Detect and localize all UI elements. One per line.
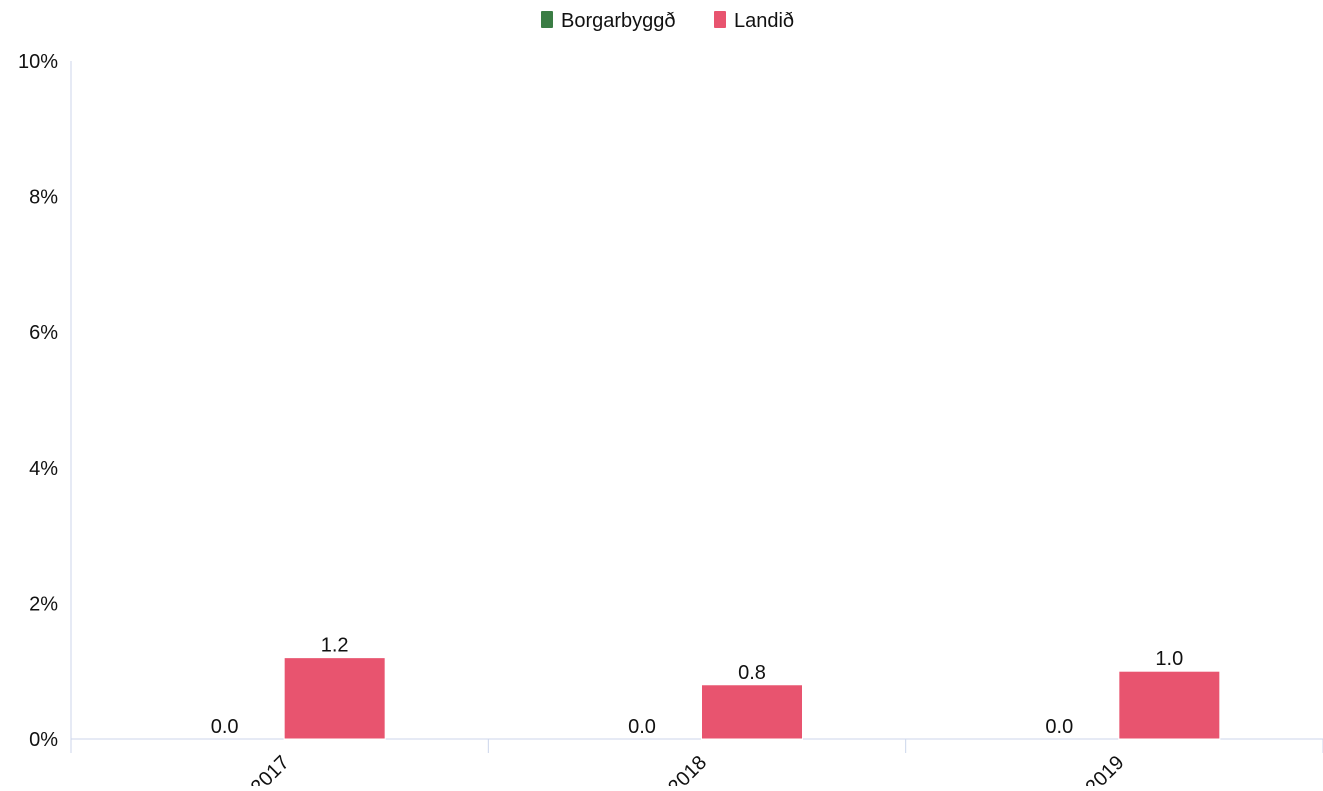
data-label: 1.0 (1155, 648, 1183, 670)
bar-2018-series-1[interactable] (701, 684, 803, 740)
legend-swatch-landid[interactable] (714, 11, 726, 28)
data-label: 1.2 (321, 635, 349, 657)
data-label: 0.8 (738, 662, 766, 684)
x-tick-label: 2019 (1081, 752, 1128, 786)
x-tick-label: 2018 (664, 752, 711, 786)
y-tick-label: 2% (29, 593, 58, 615)
x-axis: 2017 2018 2019 (70, 738, 1323, 791)
data-label: 0.0 (1045, 716, 1073, 738)
legend-swatch-borgarbyggd[interactable] (541, 11, 553, 28)
bar-2017-series-1[interactable] (283, 657, 386, 740)
y-tick-label: 8% (29, 187, 58, 209)
legend-label-landid[interactable]: Landið (734, 10, 794, 32)
y-tick-label: 0% (29, 729, 58, 751)
data-labels: 0.0 1.2 0.0 0.8 0.0 1.0 (211, 635, 1183, 738)
bars (283, 657, 1221, 740)
data-label: 0.0 (628, 716, 656, 738)
y-tick-label: 10% (18, 51, 58, 73)
x-tick-label: 2017 (247, 752, 294, 786)
legend: Borgarbyggð Landið (541, 10, 794, 32)
bar-2019-series-1[interactable] (1118, 670, 1221, 740)
legend-label-borgarbyggd[interactable]: Borgarbyggð (561, 10, 676, 32)
y-axis: 0% 2% 4% 6% 8% 10% (18, 51, 72, 751)
y-tick-label: 4% (29, 458, 58, 480)
data-label: 0.0 (211, 716, 239, 738)
y-tick-label: 6% (29, 322, 58, 344)
